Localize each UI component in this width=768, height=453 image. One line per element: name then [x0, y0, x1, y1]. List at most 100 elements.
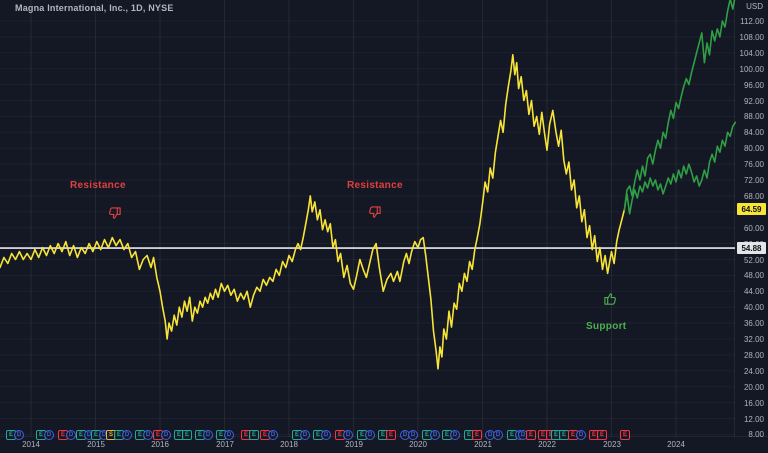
price-tick-label: 32.00 [743, 335, 764, 344]
price-tick-label: 80.00 [743, 144, 764, 153]
price-tick-label: 76.00 [743, 160, 764, 169]
dividend-marker-icon[interactable]: D [268, 430, 278, 440]
event-marker-group[interactable]: E [620, 430, 630, 440]
year-tick-label: 2015 [87, 440, 105, 449]
thumbs-down-icon-1[interactable] [107, 206, 122, 221]
earnings-marker-icon[interactable]: E [526, 430, 536, 440]
dividend-marker-icon[interactable]: D [224, 430, 234, 440]
year-tick-label: 2023 [603, 440, 621, 449]
year-tick-label: 2021 [474, 440, 492, 449]
last-price-badge: 64.59 [737, 203, 766, 215]
price-axis[interactable]: USD 112.00 108.00 104.00 100.00 96.00 92.00 88… [734, 0, 768, 439]
year-tick-label: 2019 [345, 440, 363, 449]
price-tick-label: 48.00 [743, 271, 764, 280]
price-tick-label: 28.00 [743, 351, 764, 360]
dividend-marker-icon[interactable]: D [143, 430, 153, 440]
dividend-marker-icon[interactable]: D [576, 430, 586, 440]
thumbs-down-icon-2[interactable] [367, 205, 382, 220]
earnings-marker-icon[interactable]: E [472, 430, 482, 440]
series-continuation-upper-green[interactable] [623, 0, 736, 211]
dividend-marker-icon[interactable]: D [365, 430, 375, 440]
dividend-marker-icon[interactable]: D [161, 430, 171, 440]
year-tick-label: 2024 [667, 440, 685, 449]
price-tick-label: 104.00 [739, 49, 764, 58]
support-label[interactable]: Support [586, 321, 627, 332]
dividend-marker-icon[interactable]: D [343, 430, 353, 440]
earnings-marker-icon[interactable]: E [620, 430, 630, 440]
price-tick-label: 16.00 [743, 399, 764, 408]
level-price-badge: 54.88 [737, 242, 766, 254]
symbol-title: Magna International, Inc., 1D, NYSE [15, 3, 174, 13]
year-tick-label: 2017 [216, 440, 234, 449]
price-tick-label: 72.00 [743, 176, 764, 185]
earnings-marker-icon[interactable]: E [386, 430, 396, 440]
dividend-marker-icon[interactable]: D [14, 430, 24, 440]
currency-label: USD [746, 2, 763, 11]
dividend-marker-icon[interactable]: D [300, 430, 310, 440]
year-tick-label: 2016 [151, 440, 169, 449]
earnings-marker-icon[interactable]: E [249, 430, 259, 440]
dividend-marker-icon[interactable]: D [44, 430, 54, 440]
series-continuation-lower-green[interactable] [623, 121, 737, 215]
dividend-marker-icon[interactable]: D [122, 430, 132, 440]
price-tick-label: 112.00 [740, 17, 764, 26]
price-tick-label: 44.00 [743, 287, 764, 296]
price-tick-label: 96.00 [743, 81, 764, 90]
price-tick-label: 84.00 [743, 128, 764, 137]
price-tick-label: 68.00 [743, 192, 764, 201]
thumbs-up-icon[interactable] [603, 291, 618, 306]
earnings-marker-icon[interactable]: E [597, 430, 607, 440]
dividend-marker-icon[interactable]: D [430, 430, 440, 440]
earnings-marker-icon[interactable]: E [182, 430, 192, 440]
resistance-label-1[interactable]: Resistance [70, 180, 126, 191]
resistance-label-2[interactable]: Resistance [347, 180, 403, 191]
price-tick-label: 24.00 [743, 367, 764, 376]
dividend-marker-icon[interactable]: D [321, 430, 331, 440]
series-main-price-yellow[interactable] [0, 53, 626, 370]
price-tick-label: 100.00 [739, 65, 764, 74]
year-tick-label: 2022 [538, 440, 556, 449]
price-tick-label: 52.00 [743, 256, 764, 265]
dividend-marker-icon[interactable]: D [450, 430, 460, 440]
price-tick-label: 88.00 [743, 112, 764, 121]
price-tick-label: 8.00 [748, 430, 764, 439]
dividend-marker-icon[interactable]: D [203, 430, 213, 440]
price-tick-label: 40.00 [743, 303, 764, 312]
year-tick-label: 2018 [280, 440, 298, 449]
price-tick-label: 108.00 [739, 33, 764, 42]
time-axis[interactable]: 2014 2015 2016 2017 2018 2019 2020 2021 2022 2023… [0, 436, 768, 453]
price-tick-label: 60.00 [743, 224, 764, 233]
dividend-marker-icon[interactable]: D [66, 430, 76, 440]
price-tick-label: 20.00 [743, 383, 764, 392]
dividend-marker-icon[interactable]: D [493, 430, 503, 440]
dividend-marker-icon[interactable]: D [408, 430, 418, 440]
